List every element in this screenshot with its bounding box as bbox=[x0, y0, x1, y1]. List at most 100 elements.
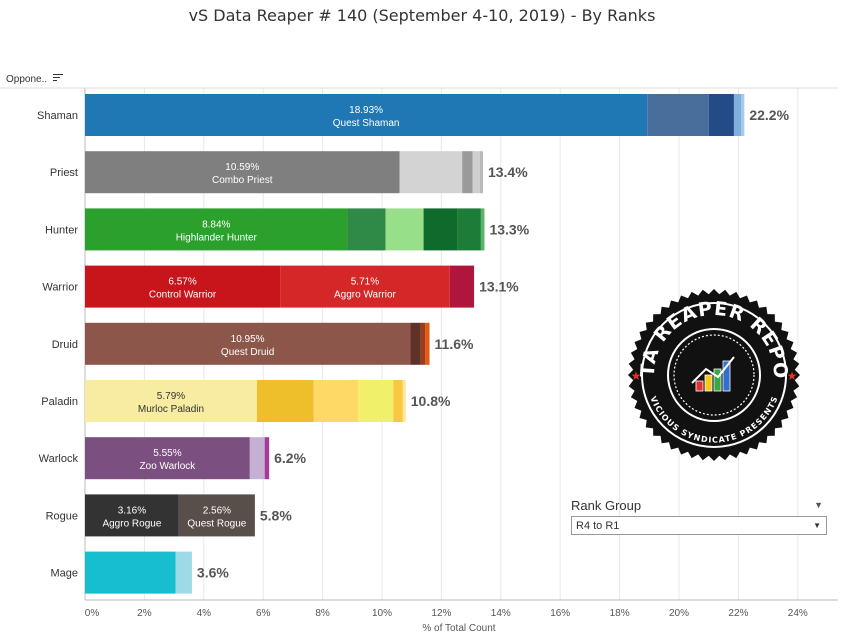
bar-total-label: 11.6% bbox=[435, 336, 474, 352]
segment-percent-label: 3.16% bbox=[118, 505, 146, 516]
bar-segment[interactable] bbox=[733, 94, 742, 136]
bar-segment[interactable] bbox=[347, 208, 386, 251]
bar-total-label: 6.2% bbox=[274, 450, 306, 466]
segment-archetype-label: Quest Druid bbox=[221, 347, 274, 358]
segment-archetype-label: Aggro Rogue bbox=[102, 518, 161, 529]
bar-segment[interactable] bbox=[85, 151, 400, 194]
x-tick-label: 0% bbox=[85, 608, 100, 619]
bar-total-label: 3.6% bbox=[197, 565, 229, 581]
category-label: Priest bbox=[50, 167, 78, 179]
bar-segment[interactable] bbox=[423, 208, 458, 251]
bar-segment[interactable] bbox=[85, 437, 250, 480]
bar-segment[interactable] bbox=[449, 265, 475, 308]
segment-archetype-label: Quest Shaman bbox=[333, 118, 400, 129]
category-label: Druid bbox=[52, 339, 78, 351]
logo-bar-icon bbox=[704, 374, 713, 392]
bar-segment[interactable] bbox=[457, 208, 481, 251]
bar-segment[interactable] bbox=[402, 380, 406, 422]
logo-bar-icon bbox=[695, 380, 704, 392]
segment-percent-label: 5.71% bbox=[351, 277, 379, 288]
segment-archetype-label: Highlander Hunter bbox=[176, 232, 258, 243]
chart-title: vS Data Reaper # 140 (September 4-10, 20… bbox=[188, 6, 656, 25]
x-tick-label: 22% bbox=[728, 608, 748, 619]
opponent-column-header[interactable]: Oppone.. bbox=[6, 73, 64, 85]
category-label: Shaman bbox=[37, 110, 78, 122]
bar-segment[interactable] bbox=[708, 94, 734, 136]
segment-percent-label: 10.59% bbox=[225, 162, 259, 173]
bar-segment[interactable] bbox=[85, 551, 176, 594]
logo-star-right: ★ bbox=[787, 369, 798, 383]
segment-percent-label: 10.95% bbox=[231, 334, 265, 345]
x-tick-label: 16% bbox=[550, 608, 570, 619]
x-tick-label: 12% bbox=[431, 608, 451, 619]
logo-bar-icon bbox=[713, 368, 722, 392]
rank-group-selected-value: R4 to R1 bbox=[576, 519, 620, 532]
segment-percent-label: 2.56% bbox=[203, 505, 231, 516]
bar-segment[interactable] bbox=[425, 322, 430, 365]
segment-archetype-label: Combo Priest bbox=[212, 175, 273, 186]
bar-segment[interactable] bbox=[85, 94, 648, 136]
segment-percent-label: 8.84% bbox=[202, 219, 230, 230]
bar-segment[interactable] bbox=[280, 265, 450, 308]
sort-icon[interactable] bbox=[53, 73, 64, 82]
x-tick-label: 18% bbox=[610, 608, 630, 619]
bar-total-label: 13.4% bbox=[488, 164, 528, 180]
bar-segment[interactable] bbox=[249, 437, 265, 480]
x-tick-label: 10% bbox=[372, 608, 392, 619]
bar-total-label: 13.1% bbox=[479, 279, 519, 295]
x-tick-label: 2% bbox=[137, 608, 152, 619]
bar-segment[interactable] bbox=[85, 494, 179, 537]
segment-percent-label: 6.57% bbox=[168, 277, 196, 288]
opponent-header-label: Oppone.. bbox=[6, 74, 48, 85]
segment-percent-label: 5.79% bbox=[157, 391, 185, 402]
bar-segment[interactable] bbox=[85, 322, 411, 365]
x-tick-label: 24% bbox=[788, 608, 808, 619]
bar-segment[interactable] bbox=[175, 551, 192, 594]
x-tick-label: 8% bbox=[315, 608, 330, 619]
bar-segment[interactable] bbox=[393, 380, 403, 422]
x-tick-label: 4% bbox=[197, 608, 212, 619]
bar-segment[interactable] bbox=[85, 208, 348, 251]
chevron-down-icon: ▼ bbox=[813, 521, 821, 530]
bar-segment[interactable] bbox=[256, 380, 314, 422]
bar-segment[interactable] bbox=[480, 208, 485, 251]
bar-total-label: 22.2% bbox=[749, 107, 789, 123]
category-label: Rogue bbox=[46, 510, 78, 522]
bar-segment[interactable] bbox=[647, 94, 709, 136]
bar-segment[interactable] bbox=[313, 380, 359, 422]
category-label: Hunter bbox=[45, 224, 78, 236]
bar-segment[interactable] bbox=[420, 322, 426, 365]
logo-bar-icon bbox=[722, 360, 731, 392]
bar-segment[interactable] bbox=[178, 494, 255, 537]
bar-total-label: 5.8% bbox=[260, 507, 292, 523]
rank-group-filter: Rank Group ▼ R4 to R1 ▼ bbox=[571, 497, 827, 535]
x-tick-label: 20% bbox=[669, 608, 689, 619]
bar-total-label: 13.3% bbox=[489, 221, 529, 237]
x-tick-label: 6% bbox=[256, 608, 271, 619]
bar-segment[interactable] bbox=[480, 151, 483, 194]
category-label: Warlock bbox=[39, 453, 79, 465]
bar-segment[interactable] bbox=[85, 265, 281, 308]
bar-segment[interactable] bbox=[472, 151, 481, 194]
rank-group-select[interactable]: R4 to R1 ▼ bbox=[571, 516, 827, 535]
bar-segment[interactable] bbox=[399, 151, 463, 194]
bar-segment[interactable] bbox=[264, 437, 270, 480]
segment-percent-label: 18.93% bbox=[349, 105, 383, 116]
segment-archetype-label: Zoo Warlock bbox=[140, 461, 197, 472]
bar-segment[interactable] bbox=[358, 380, 394, 422]
rank-group-menu-icon[interactable]: ▼ bbox=[814, 500, 823, 510]
segment-archetype-label: Murloc Paladin bbox=[138, 404, 204, 415]
bar-segment[interactable] bbox=[741, 94, 745, 136]
x-tick-label: 14% bbox=[491, 608, 511, 619]
logo-ring-outer bbox=[641, 302, 787, 448]
logo-star-left: ★ bbox=[631, 369, 642, 383]
segment-percent-label: 5.55% bbox=[153, 448, 181, 459]
category-label: Mage bbox=[50, 568, 78, 580]
bar-segment[interactable] bbox=[85, 380, 257, 422]
bar-segment[interactable] bbox=[462, 151, 473, 194]
category-label: Warrior bbox=[42, 282, 78, 294]
bar-segment[interactable] bbox=[385, 208, 424, 251]
logo-dotted-ring bbox=[673, 334, 755, 416]
bar-segment[interactable] bbox=[410, 322, 421, 365]
segment-archetype-label: Aggro Warrior bbox=[334, 290, 397, 301]
